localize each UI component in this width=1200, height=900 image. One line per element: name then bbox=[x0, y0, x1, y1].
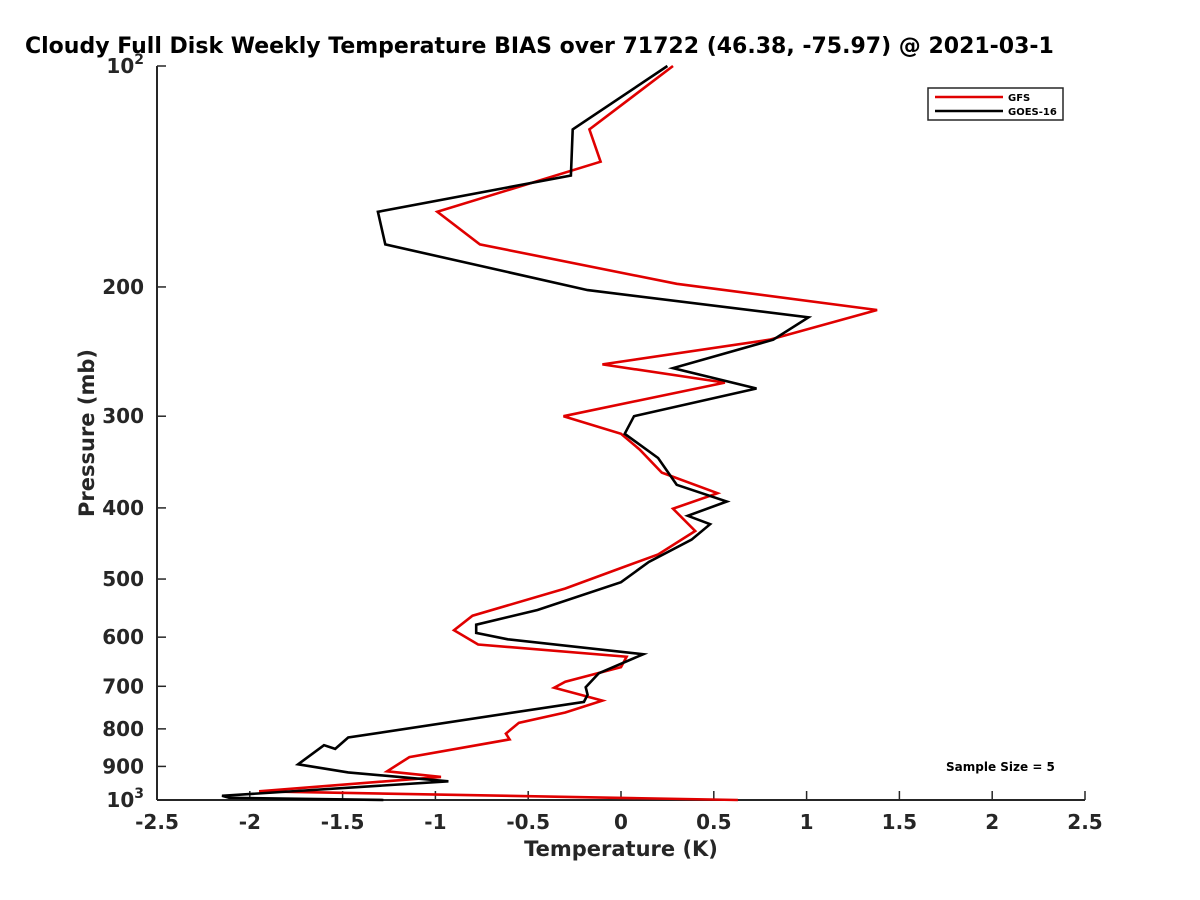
sample-size-annotation: Sample Size = 5 bbox=[946, 760, 1055, 774]
series-lines bbox=[221, 64, 878, 802]
y-axis-label: Pressure (mb) bbox=[75, 349, 99, 517]
chart-title: Cloudy Full Disk Weekly Temperature BIAS… bbox=[25, 34, 1054, 59]
x-tick-label: -1 bbox=[424, 810, 446, 834]
y-tick-label-base: 10 bbox=[106, 788, 134, 812]
x-ticks: -2.5 -2 -1.5 -1 -0.5 0 0.5 1 1.5 2 2.5 bbox=[135, 791, 1103, 834]
x-tick-label: -2.5 bbox=[135, 810, 179, 834]
plot-area: -2.5 -2 -1.5 -1 -0.5 0 0.5 1 1.5 2 2.5 10220030040… bbox=[102, 52, 1102, 834]
x-tick-label: 2 bbox=[985, 810, 999, 834]
x-tick-label: -0.5 bbox=[506, 810, 550, 834]
y-tick-label: 200 bbox=[102, 275, 144, 299]
legend-box bbox=[927, 87, 1064, 121]
x-tick-label: 1 bbox=[800, 810, 814, 834]
x-axis-label: Temperature (K) bbox=[524, 837, 718, 861]
y-tick-label-base: 10 bbox=[106, 54, 134, 78]
y-tick-label: 900 bbox=[102, 754, 144, 778]
y-tick-label-exponent: 2 bbox=[134, 52, 144, 68]
y-tick-label: 500 bbox=[102, 567, 144, 591]
x-tick-label: -2 bbox=[239, 810, 261, 834]
y-tick-label: 103 bbox=[106, 786, 144, 812]
x-tick-label: 0 bbox=[614, 810, 628, 834]
x-tick-label: 2.5 bbox=[1067, 810, 1102, 834]
legend-label-goes-16: GOES-16 bbox=[1008, 107, 1057, 118]
y-tick-label: 700 bbox=[102, 674, 144, 698]
y-tick-label: 300 bbox=[102, 404, 144, 428]
x-tick-label: 1.5 bbox=[882, 810, 917, 834]
y-tick-label: 800 bbox=[102, 717, 144, 741]
x-tick-label: -1.5 bbox=[321, 810, 365, 834]
y-tick-label: 600 bbox=[102, 625, 144, 649]
y-tick-label-exponent: 3 bbox=[134, 786, 144, 802]
series-line-goes-16 bbox=[221, 64, 813, 802]
y-tick-label: 400 bbox=[102, 496, 144, 520]
series-line-gfs bbox=[258, 64, 878, 802]
y-tick-label: 102 bbox=[106, 52, 144, 78]
legend-label-gfs: GFS bbox=[1008, 93, 1030, 104]
x-tick-label: 0.5 bbox=[696, 810, 731, 834]
legend: GFS GOES-16 bbox=[927, 87, 1064, 121]
